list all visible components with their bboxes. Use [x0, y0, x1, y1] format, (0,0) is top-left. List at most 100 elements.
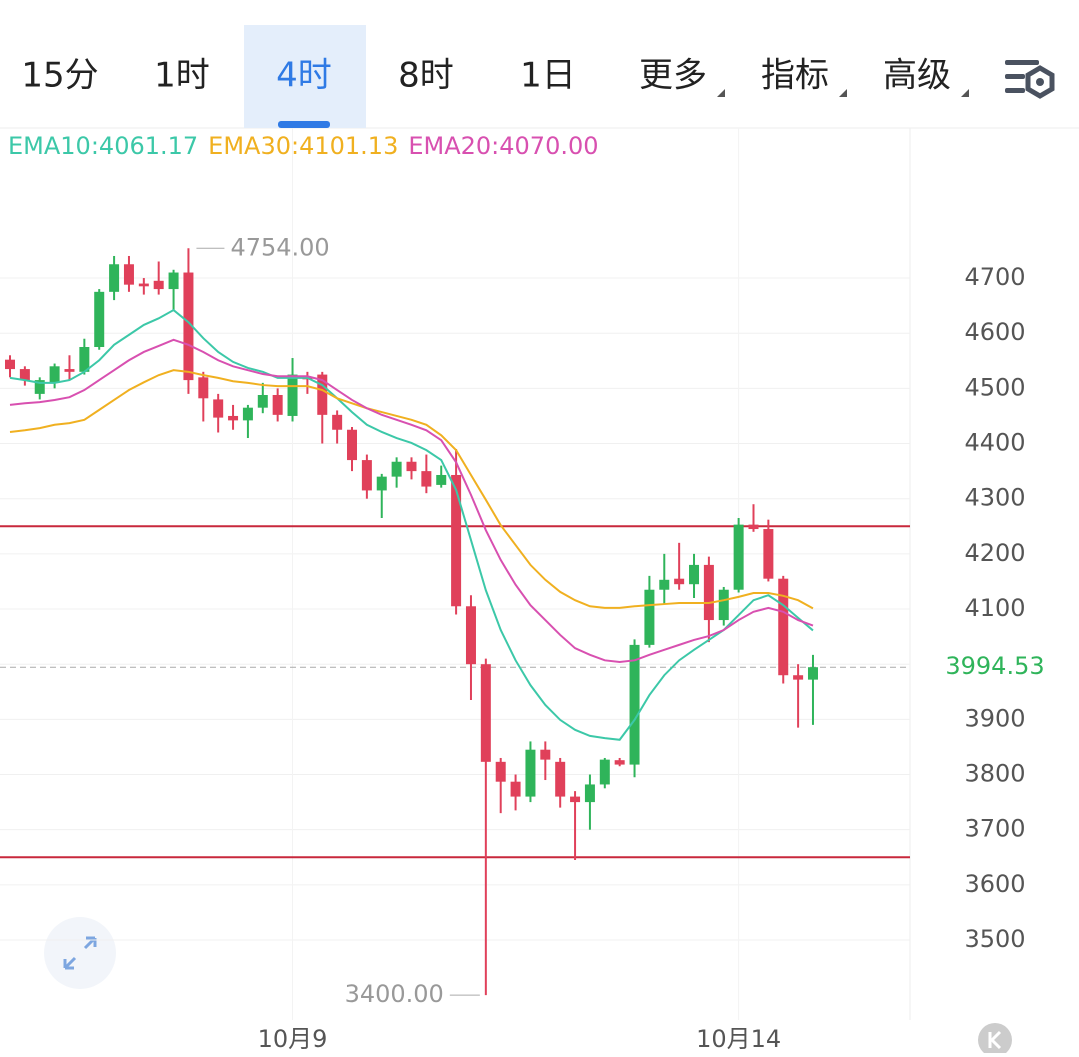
settings-icon[interactable]	[1005, 60, 1055, 99]
candle-body	[599, 759, 610, 785]
y-tick-label: 3500	[964, 925, 1025, 953]
y-tick-label: 3700	[964, 815, 1025, 843]
y-tick-label: 4400	[964, 429, 1025, 457]
expand-icon	[63, 936, 97, 970]
tab[interactable]: 1时	[154, 56, 210, 96]
candle-body	[109, 264, 120, 292]
legend: EMA10:4061.17 EMA30:4101.13 EMA20:4070.00	[8, 132, 599, 160]
candle-body	[718, 589, 729, 621]
tab[interactable]: 指标	[761, 56, 829, 96]
candle-body	[376, 476, 387, 491]
candle-body	[614, 760, 625, 765]
expand-button[interactable]	[44, 917, 116, 989]
y-tick-label: 4200	[964, 539, 1025, 567]
candle-body	[347, 429, 358, 461]
candle-body	[674, 578, 685, 585]
candle-body	[525, 749, 536, 797]
ema-line	[9, 338, 814, 663]
candle-body	[659, 579, 670, 590]
candle-body	[793, 675, 804, 680]
tab[interactable]: 4时	[276, 56, 332, 96]
candle-body	[34, 380, 45, 394]
candle-body	[5, 359, 15, 370]
candle-body	[436, 474, 447, 485]
legend-value: 4101.13	[299, 132, 398, 160]
legend-separator: :	[491, 132, 499, 160]
tab-underline	[278, 121, 330, 128]
min-label: 3400.00	[345, 980, 444, 1008]
candle-body	[451, 474, 462, 607]
tab[interactable]: 更多	[639, 56, 707, 96]
icon-bar	[1005, 60, 1039, 65]
icon-hex	[1025, 65, 1055, 99]
y-tick-label: 3600	[964, 870, 1025, 898]
candle-body	[689, 564, 700, 585]
legend-value: 4061.17	[99, 132, 198, 160]
candle-body	[584, 784, 595, 803]
tab[interactable]: 8时	[398, 56, 454, 96]
x-tick-label: 10月9	[258, 1025, 328, 1053]
legend-name: EMA10	[8, 132, 91, 160]
candle-body	[183, 272, 194, 381]
expand-bg	[44, 917, 116, 989]
y-tick-label: 3900	[964, 704, 1025, 732]
candle-body	[79, 347, 90, 372]
y-tick-label: 4500	[964, 373, 1025, 401]
candle-body	[64, 369, 75, 372]
candle-body	[480, 664, 491, 762]
candle-body	[510, 781, 521, 797]
candle-body	[317, 374, 328, 415]
candle-body	[138, 283, 149, 287]
candle-body	[287, 374, 298, 416]
legend-name: EMA30	[208, 132, 291, 160]
candle-body	[733, 524, 744, 590]
tab[interactable]: 高级	[883, 56, 951, 96]
candle-body	[540, 749, 551, 760]
candle-body	[153, 280, 164, 290]
candle-body	[257, 394, 268, 408]
tab[interactable]: 1日	[520, 56, 576, 96]
last-price-bg	[912, 649, 1079, 686]
tab-active-bg	[244, 25, 366, 128]
y-tick-label: 4700	[964, 263, 1025, 291]
candle-body	[778, 578, 789, 676]
y-tick-label: 4600	[964, 318, 1025, 346]
candle-body	[421, 471, 432, 487]
legend-value: 4070.00	[499, 132, 598, 160]
tab[interactable]: 15分	[21, 56, 98, 96]
candle-body	[19, 369, 30, 381]
max-label: 4754.00	[230, 233, 329, 261]
candle-body	[198, 377, 209, 399]
candle-body	[570, 796, 581, 803]
ema-line	[9, 369, 814, 610]
candle-body	[807, 667, 818, 680]
candle-body	[361, 460, 372, 491]
y-tick-label: 4300	[964, 484, 1025, 512]
candle-body	[629, 644, 640, 765]
last-price-label: 3994.53	[945, 652, 1044, 680]
candle-body	[272, 394, 283, 415]
tab-dropdown-mark	[839, 89, 847, 97]
icon-bar	[1005, 74, 1025, 79]
tab-bar	[0, 0, 1079, 128]
candle-body	[228, 415, 239, 421]
y-tick-label: 4100	[964, 594, 1025, 622]
legend-name: EMA20	[408, 132, 491, 160]
candle-body	[748, 524, 759, 530]
candle-body	[555, 761, 566, 797]
candle-body	[644, 589, 655, 645]
y-tick-label: 3800	[964, 760, 1025, 788]
candle-body	[94, 291, 105, 348]
candle-body	[49, 366, 60, 383]
candle-body	[495, 761, 506, 782]
legend-separator: :	[91, 132, 99, 160]
candle-body	[168, 272, 179, 290]
candle-body	[465, 606, 476, 665]
scroll-end-button[interactable]	[978, 1023, 1012, 1057]
ema-line	[9, 308, 814, 741]
candle-body	[123, 264, 134, 285]
icon-dot	[1036, 78, 1044, 86]
candle-body	[703, 564, 714, 621]
